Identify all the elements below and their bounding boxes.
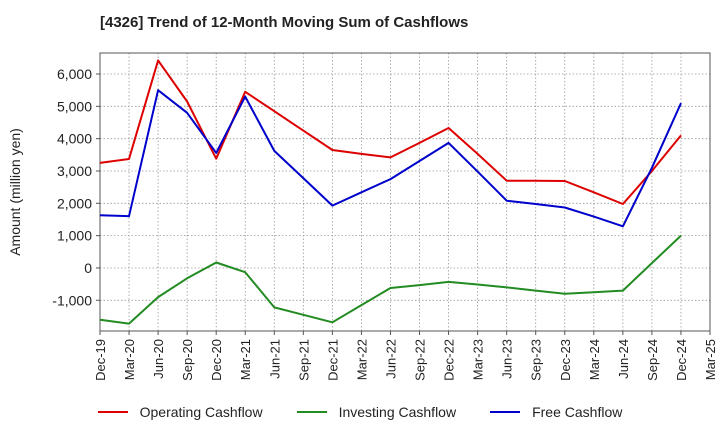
y-tick-label: 0 — [84, 260, 92, 276]
x-tick-label: Dec-22 — [442, 339, 457, 381]
x-tick-label: Jun-21 — [267, 339, 282, 379]
legend-swatch — [97, 411, 128, 413]
x-tick-label: Jun-24 — [616, 339, 631, 379]
y-tick-labels: -1,000 0 1,000 2,000 3,000 4,000 5,000 6,000 — [52, 66, 100, 308]
x-tick-label: Dec-24 — [674, 339, 689, 381]
x-tick-label: Mar-24 — [587, 339, 602, 380]
legend-label: Investing Cashflow — [338, 404, 457, 420]
legend-swatch — [296, 411, 327, 413]
x-tick-label: Mar-22 — [354, 339, 369, 380]
x-tick-label: Sep-22 — [413, 339, 428, 381]
x-tick-label: Sep-23 — [529, 339, 544, 381]
grid-lines — [100, 53, 710, 331]
series-line-investing-cashflow — [99, 234, 682, 325]
legend-label: Free Cashflow — [532, 404, 623, 420]
x-tick-label: Sep-24 — [645, 339, 660, 381]
x-tick-label: Jun-23 — [500, 339, 515, 379]
y-tick-label: 4,000 — [57, 131, 92, 147]
y-tick-label: 2,000 — [57, 195, 92, 211]
x-tick-label: Mar-20 — [122, 339, 137, 380]
series-line-free-cashflow — [99, 89, 682, 228]
x-tick-label: Jun-20 — [151, 339, 166, 379]
x-tick-label: Dec-23 — [558, 339, 573, 381]
y-axis-label: Amount (million yen) — [7, 128, 23, 256]
y-tick-label: 6,000 — [57, 66, 92, 82]
x-tick-label: Sep-20 — [180, 339, 195, 381]
x-tick-label: Jun-22 — [383, 339, 398, 379]
plot-frame — [99, 52, 711, 332]
legend-item: Operating Cashflow — [97, 404, 263, 420]
x-tick-label: Sep-21 — [296, 339, 311, 381]
x-tick-label: Mar-25 — [703, 339, 718, 380]
legend-item: Free Cashflow — [490, 404, 622, 420]
y-tick-label: 1,000 — [57, 228, 92, 244]
series-lines — [99, 59, 682, 325]
y-tick-label: -1,000 — [52, 292, 92, 308]
legend-label: Operating Cashflow — [139, 404, 263, 420]
y-tick-label: 5,000 — [57, 98, 92, 114]
x-tick-label: Mar-21 — [238, 339, 253, 380]
legend-swatch — [490, 411, 521, 413]
x-tick-label: Dec-20 — [209, 339, 224, 381]
chart-title: [4326] Trend of 12-Month Moving Sum of C… — [100, 14, 469, 31]
y-tick-label: 3,000 — [57, 163, 92, 179]
legend-item: Investing Cashflow — [296, 404, 457, 420]
x-tick-label: Dec-19 — [93, 339, 108, 381]
x-tick-labels: Dec-19 Mar-20 Jun-20 Sep-20 Dec-20 Mar-21 Jun-… — [93, 331, 718, 381]
series-line-operating-cashflow — [99, 59, 682, 205]
x-tick-label: Dec-21 — [325, 339, 340, 381]
x-tick-label: Mar-23 — [471, 339, 486, 380]
legend: Operating Cashflow Investing Cashflow Free… — [0, 404, 720, 420]
